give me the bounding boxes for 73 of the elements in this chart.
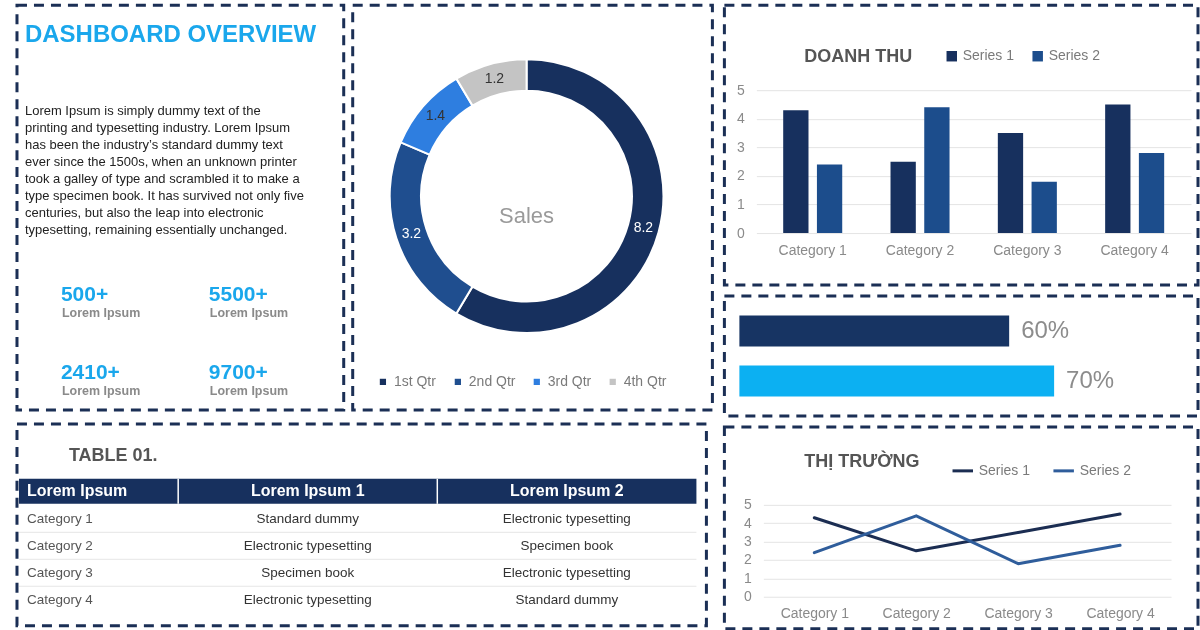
data-label: 3.2 — [401, 224, 422, 241]
y-tick-label: 3 — [744, 533, 753, 550]
text: Electronic typesetting — [502, 510, 631, 526]
text: Specimen book — [261, 564, 355, 580]
x-tick-label: Category 3 — [984, 605, 1054, 622]
y-tick-label: 4 — [737, 110, 746, 127]
bar — [1105, 104, 1131, 234]
text: Standard dummy — [515, 591, 619, 607]
text: 2410+ — [60, 359, 120, 383]
category-label: Lorem Ipsum — [26, 482, 128, 500]
text: TABLE 01. — [68, 444, 158, 465]
line-series — [812, 514, 1122, 566]
bar — [924, 107, 950, 234]
text: DASHBOARD OVERVIEW — [24, 20, 317, 48]
data-label: 8.2 — [633, 219, 654, 236]
x-tick-label: Category 2 — [885, 241, 955, 258]
text: Electronic typesetting — [502, 564, 631, 580]
text: Electronic typesetting — [243, 591, 372, 607]
bar — [890, 161, 916, 234]
bar — [816, 164, 843, 234]
y-tick-label: 5 — [744, 496, 753, 513]
y-tick-label: 2 — [744, 551, 753, 568]
text: Standard dummy — [256, 510, 360, 526]
text: 500+ — [60, 282, 109, 306]
data-label: 1.4 — [425, 107, 446, 124]
y-tick-label: 4 — [744, 514, 753, 531]
y-tick-label: 0 — [744, 588, 753, 605]
text: Specimen book — [520, 537, 614, 553]
x-tick-label: Category 4 — [1086, 605, 1155, 622]
text: Lorem Ipsum — [209, 383, 289, 398]
legend-label: 1st Qtr — [393, 372, 437, 389]
x-tick-label: Category 2 — [882, 605, 952, 622]
category-label: Lorem Ipsum 2 — [510, 482, 624, 500]
x-tick-label: Category 4 — [1100, 241, 1170, 258]
text: Lorem Ipsum — [61, 383, 141, 398]
line-series — [812, 512, 1122, 553]
text: Lorem Ipsum — [209, 306, 289, 320]
x-tick-label: Category 1 — [780, 605, 850, 622]
text: 5500+ — [208, 282, 268, 306]
y-tick-label: 1 — [744, 569, 753, 586]
legend-label: Series 1 — [978, 461, 1031, 478]
bar — [1138, 153, 1165, 234]
legend-label: 4th Qtr — [623, 372, 667, 389]
data-label: 60% — [1021, 315, 1070, 343]
legend-label: 2nd Qtr — [468, 372, 516, 389]
bar — [997, 133, 1024, 234]
category-label: Category 4 — [26, 591, 93, 607]
category-label: Category 2 — [26, 537, 93, 553]
bar — [783, 110, 809, 234]
legend-label: 3rd Qtr — [547, 372, 592, 389]
chart-title: THỊ TRƯỜNG — [804, 449, 920, 471]
text: Lorem Ipsum is simply dummy text of the printing and typesetting industry. Lorem Ipsum has been the industry’s standard dummy text ever since the 1500s, when an unknown printer took a galley of type and scrambled it to make a type specimen book. It has survived not only five centuries, but also the leap into electronic typesetting, remaining essentially unchanged. — [24, 103, 304, 238]
chart-title: DOANH THU — [804, 46, 913, 67]
category-label: Lorem Ipsum 1 — [250, 482, 365, 500]
category-label: Category 1 — [26, 510, 93, 526]
x-tick-label: Category 1 — [778, 241, 848, 258]
text: Electronic typesetting — [243, 537, 372, 553]
text: Sales — [499, 203, 555, 229]
text: 9700+ — [208, 359, 268, 383]
y-tick-label: 0 — [737, 224, 746, 241]
bar — [1031, 181, 1057, 234]
legend-label: Series 2 — [1048, 47, 1101, 64]
y-tick-label: 3 — [737, 138, 746, 155]
y-tick-label: 5 — [737, 81, 746, 98]
text: Lorem Ipsum — [61, 306, 141, 320]
y-tick-label: 2 — [737, 167, 746, 184]
y-tick-label: 1 — [737, 195, 746, 212]
data-label: 1.2 — [484, 70, 505, 87]
x-tick-label: Category 3 — [993, 241, 1062, 258]
category-label: Category 3 — [26, 564, 93, 580]
legend-label: Series 1 — [962, 47, 1015, 64]
data-label: 70% — [1066, 365, 1115, 393]
legend-label: Series 2 — [1079, 461, 1132, 478]
